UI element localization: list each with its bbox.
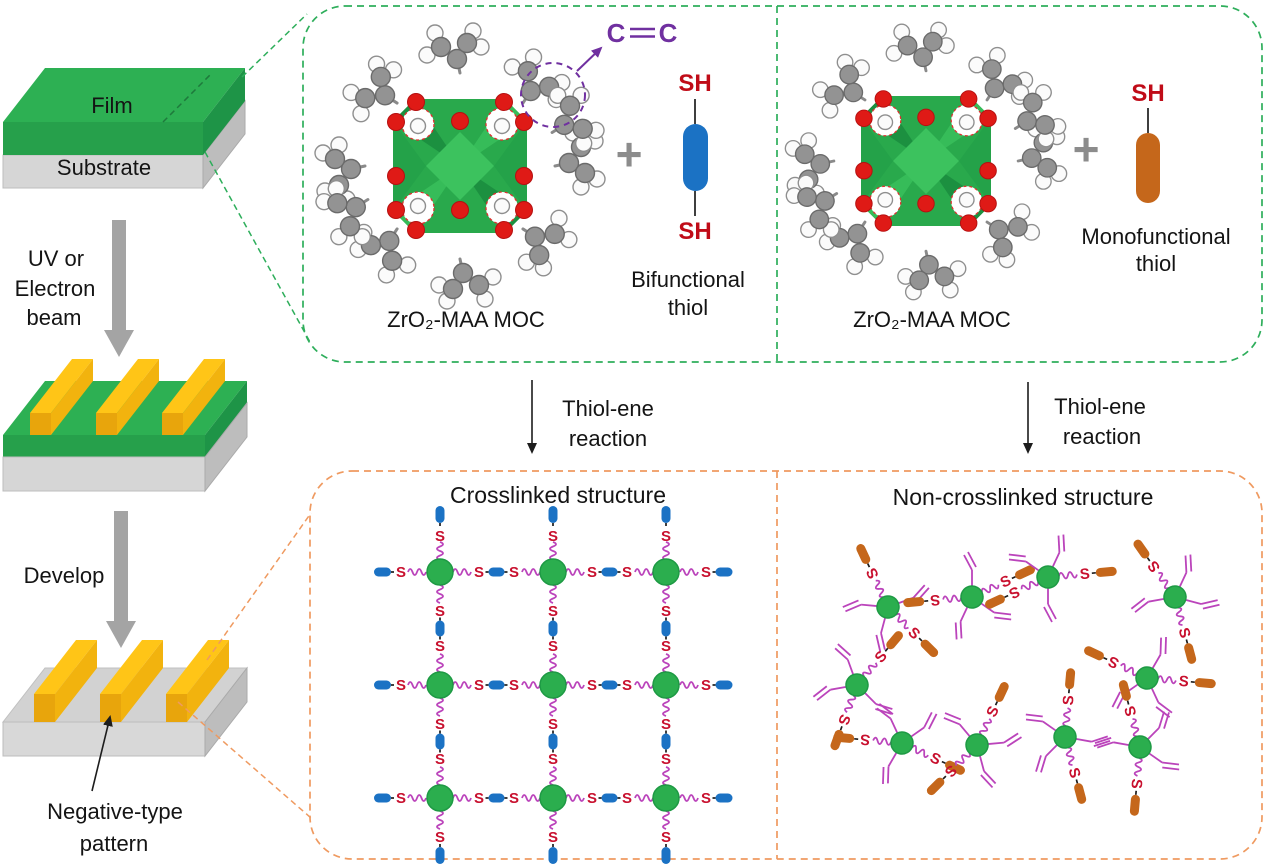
patterned-substrate: Negative-type pattern (1, 640, 249, 856)
right-moc-label: ZrO₂-MAA MOC (853, 307, 1011, 332)
left-reaction-line-2: reaction (569, 426, 647, 451)
pattern-bar (166, 640, 229, 722)
bifunctional-label-line-2: thiol (668, 295, 708, 320)
process-flow-column: Film Substrate UV or Electron beam (1, 68, 249, 856)
products-panel: Crosslinked structure Non-crosslinked st… (309, 470, 1263, 864)
film-top-face (3, 68, 245, 122)
monofunctional-thiol-rod (1136, 133, 1160, 203)
vinyl-dashed-circle (520, 62, 586, 128)
exposure-line-3: beam (26, 305, 81, 330)
pattern-label-line-2: pattern (80, 831, 149, 856)
bifunctional-thiol-rod (683, 124, 708, 191)
exposed-bar (96, 359, 159, 435)
right-plus-sign: + (1073, 123, 1100, 175)
moc-node (426, 784, 454, 812)
exposure-label: UV or Electron beam (15, 246, 96, 330)
pattern-bar (34, 640, 97, 722)
substrate-side-face (204, 401, 248, 493)
cc-right-carbon: C (659, 18, 678, 48)
exposure-arrow (104, 220, 134, 357)
substrate-label: Substrate (57, 155, 151, 180)
right-reaction-line-2: reaction (1063, 424, 1141, 449)
left-moc-label: ZrO₂-MAA MOC (387, 307, 545, 332)
film-substrate-stack: Film Substrate (2, 68, 246, 190)
vinyl-pointer-arrow (576, 46, 603, 72)
moc-node (426, 671, 454, 699)
film-label: Film (91, 93, 133, 118)
sh-label: SH (1131, 80, 1164, 107)
left-plus-sign: + (616, 128, 643, 180)
sh-label-top: SH (678, 70, 711, 97)
crosslinked-title: Crosslinked structure (450, 482, 666, 508)
pattern-pointer-arrow (91, 715, 113, 792)
exposed-bar (30, 359, 93, 435)
substrate-front-face (2, 456, 206, 492)
reactants-panel-border (302, 5, 1263, 363)
noncrosslinked-title: Non-crosslinked structure (893, 484, 1154, 510)
pattern-bar (100, 640, 163, 722)
exposure-line-1: UV or (28, 246, 84, 271)
moc-node (652, 558, 680, 586)
green-connector-bottom (204, 151, 311, 343)
film-side-face (203, 68, 245, 155)
film-front-face (3, 435, 205, 457)
monofunctional-thiol: SH Monofunctional thiol (1081, 80, 1230, 276)
develop-label: Develop (24, 563, 105, 588)
moc-node (426, 558, 454, 586)
film-side-face (205, 381, 247, 457)
right-reaction-line-1: Thiol-ene (1054, 394, 1146, 419)
moc-node (652, 671, 680, 699)
moc-node (539, 558, 567, 586)
exposed-film-stack (2, 359, 248, 493)
moc-node (539, 784, 567, 812)
sh-label-bottom: SH (678, 218, 711, 245)
green-connector-top (241, 13, 308, 78)
moc-node (652, 784, 680, 812)
zoom-connectors (177, 13, 312, 819)
products-panel-border (309, 470, 1263, 860)
exposed-bar (162, 359, 225, 435)
cc-left-carbon: C (607, 18, 626, 48)
bifunctional-label-line-1: Bifunctional (631, 267, 745, 292)
bifunctional-thiol: SH SH Bifunctional thiol (631, 70, 745, 320)
pattern-label-line-1: Negative-type (47, 799, 183, 824)
substrate-side-face (204, 666, 248, 758)
moc-node (539, 671, 567, 699)
vinyl-callout: C C (520, 18, 678, 128)
monofunctional-label-line-2: thiol (1136, 251, 1176, 276)
develop-arrow (106, 511, 136, 648)
exposure-line-2: Electron (15, 276, 96, 301)
orange-connector-top (206, 512, 312, 661)
monofunctional-label-line-1: Monofunctional (1081, 224, 1230, 249)
zoom-region-indicator (162, 74, 211, 123)
film-front-face (3, 122, 203, 155)
reactants-panel: ZrO₂-MAA MOC C C + SH SH Bifunctional th… (302, 5, 1263, 363)
left-reaction-line-1: Thiol-ene (562, 396, 654, 421)
reaction-arrows: Thiol-ene reaction Thiol-ene reaction (527, 380, 1146, 454)
crosslinked-network (374, 506, 733, 864)
